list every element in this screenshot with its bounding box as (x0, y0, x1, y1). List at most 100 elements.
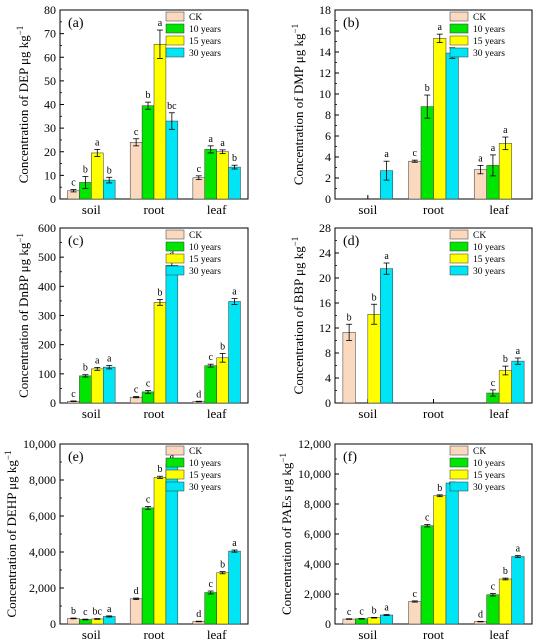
y-axis-label-superscript: −1 (15, 26, 25, 36)
y-tick-label: 4 (325, 371, 331, 385)
y-tick-label: 4,000 (304, 557, 331, 571)
significance-letter: b (220, 560, 225, 571)
bar (355, 618, 369, 625)
legend-swatch (449, 241, 469, 252)
y-tick-label: 12 (319, 66, 331, 80)
significance-letter: a (220, 138, 225, 149)
panel-c: 0 100 200 300 400 500 600 (c) Concentration of D… (15, 221, 249, 421)
legend-swatch (449, 23, 469, 34)
legend-label: CK (189, 13, 202, 23)
legend-label: 15 years (473, 37, 505, 47)
y-tick-label: 0 (325, 617, 331, 631)
significance-letter: a (208, 134, 213, 145)
x-tick-label: soil (358, 406, 377, 421)
legend-label: 15 years (189, 255, 221, 265)
significance-letter: a (384, 251, 389, 262)
y-axis-label-superscript: −1 (278, 453, 288, 463)
significance-letter: c (413, 589, 418, 600)
significance-letter: a (438, 22, 443, 33)
bar (129, 598, 143, 625)
bar (498, 370, 512, 404)
legend-swatch (449, 457, 469, 468)
legend-label: 15 years (473, 471, 505, 481)
bar (445, 482, 459, 625)
significance-letter: d (134, 586, 139, 597)
bar (380, 614, 394, 625)
y-tick-label: 20 (44, 145, 56, 159)
legend-swatch (165, 35, 185, 46)
y-tick-label: 8,000 (304, 497, 331, 511)
legend-label: 30 years (473, 483, 505, 493)
bar (511, 556, 525, 625)
legend-swatch (165, 47, 185, 58)
legend-swatch (449, 265, 469, 276)
bar (204, 365, 217, 404)
legend-swatch (165, 445, 185, 456)
significance-letter: c (197, 164, 202, 175)
bar (408, 601, 422, 625)
y-tick-label: 2,000 (304, 587, 331, 601)
x-tick-label: root (423, 406, 444, 421)
y-tick-label: 12 (319, 321, 331, 335)
significance-letter: a (107, 604, 112, 615)
y-tick-label: 28 (319, 221, 331, 235)
legend-label: 15 years (189, 471, 221, 481)
significance-letter: c (146, 378, 151, 389)
legend: CK 10 years 15 years 30 years (165, 229, 221, 277)
legend-label: 10 years (473, 25, 505, 35)
bar (216, 357, 229, 404)
significance-letter: d (196, 389, 201, 400)
significance-letter: c (71, 389, 76, 400)
y-tick-label: 200 (38, 338, 56, 352)
legend-label: 30 years (189, 49, 221, 59)
significance-letter: b (146, 90, 151, 101)
y-tick-label: 0 (325, 192, 331, 206)
bar (228, 301, 241, 404)
legend-label: 15 years (189, 37, 221, 47)
bar (228, 166, 241, 200)
significance-letter: b (425, 83, 430, 94)
significance-letter: c (83, 607, 88, 618)
x-tick-label: root (423, 202, 444, 217)
y-axis-label-superscript: −1 (290, 24, 300, 34)
y-tick-label: 2,000 (29, 581, 56, 595)
y-tick-label: 6,000 (304, 527, 331, 541)
y-axis-label: Concentration of DEHP μg kg−1 (3, 451, 19, 618)
significance-letter: a (95, 137, 100, 148)
significance-letter: a (384, 149, 389, 160)
legend: CK 10 years 15 years 30 years (165, 445, 221, 493)
x-tick-label: root (144, 627, 165, 642)
y-tick-label: 2 (325, 171, 331, 185)
y-tick-label: 100 (38, 367, 56, 381)
y-tick-label: 400 (38, 279, 56, 293)
legend-swatch (449, 35, 469, 46)
significance-letter: c (413, 148, 418, 159)
significance-letter: a (503, 125, 508, 136)
y-axis-label: Concentration of PAEs μg kg−1 (278, 453, 294, 615)
significance-letter: a (158, 18, 163, 29)
bar (216, 151, 229, 200)
legend-swatch (449, 469, 469, 480)
significance-letter: a (107, 353, 112, 364)
significance-letter: b (372, 605, 377, 616)
y-tick-label: 6 (325, 129, 331, 143)
y-tick-label: 4 (325, 150, 331, 164)
legend-label: 10 years (473, 243, 505, 253)
legend-label: 10 years (189, 25, 221, 35)
bar (91, 152, 104, 200)
significance-letter: a (491, 143, 496, 154)
significance-letter: bc (167, 101, 177, 112)
y-tick-label: 8 (325, 108, 331, 122)
legend-swatch (165, 229, 185, 240)
y-tick-label: 16 (319, 24, 331, 38)
significance-letter: c (134, 127, 139, 138)
bar (486, 594, 500, 625)
significance-letter: a (95, 355, 100, 366)
significance-letter: c (425, 513, 430, 524)
y-tick-label: 300 (38, 309, 56, 323)
significance-letter: a (232, 287, 237, 298)
x-tick-label: root (144, 406, 165, 421)
y-tick-label: 12,000 (298, 437, 331, 451)
panel-label: (c) (68, 234, 84, 249)
